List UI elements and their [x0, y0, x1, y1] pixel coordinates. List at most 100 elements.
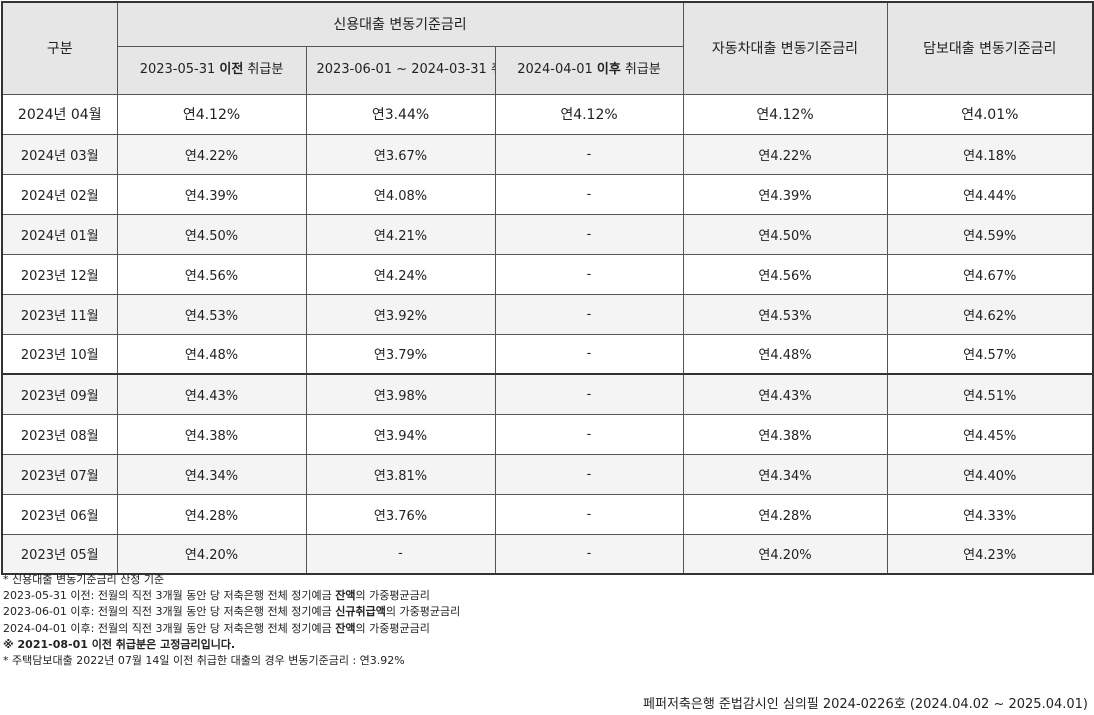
rate-cell: 연4.20% [682, 533, 888, 575]
rate-cell: 연4.18% [886, 133, 1094, 175]
notes-section: * 신용대출 변동기준금리 산정 기준 2023-05-31 이전: 전월의 직… [3, 572, 1003, 669]
current-credit-after-rate: 연4.12% [494, 93, 684, 135]
note-text: 의 가중평균금리 [355, 589, 430, 603]
rate-cell: 연4.43% [116, 373, 307, 415]
rate-cell: 연4.43% [682, 373, 888, 415]
month-cell: 2023년 10월 [1, 333, 118, 375]
note-line: 2023-05-31 이전: 전월의 직전 3개월 동안 당 저축은행 전체 정… [3, 588, 1003, 604]
rate-cell: - [494, 173, 684, 215]
month-cell: 2023년 09월 [1, 373, 118, 415]
rate-cell: 연4.28% [682, 493, 888, 535]
rate-cell: - [494, 293, 684, 335]
compliance-footer: 페퍼저축은행 준법감시인 심의필 2024-0226호 (2024.04.02 … [643, 697, 1088, 712]
rate-cell: 연4.45% [886, 413, 1094, 455]
note-line: 2023-06-01 이후: 전월의 직전 3개월 동안 당 저축은행 전체 정… [3, 604, 1003, 620]
note-line: 2024-04-01 이후: 전월의 직전 3개월 동안 당 저축은행 전체 정… [3, 621, 1003, 637]
rate-cell: 연4.22% [682, 133, 888, 175]
current-month-row: 2024년 04월 연4.12% 연3.44% 연4.12% 연4.12% 연4… [1, 93, 1094, 135]
rate-cell: 연4.48% [116, 333, 307, 375]
month-cell: 2023년 05월 [1, 533, 118, 575]
month-cell: 2024년 02월 [1, 173, 118, 215]
rate-cell: 연4.20% [116, 533, 307, 575]
rate-cell: 연4.48% [682, 333, 888, 375]
header-credit-before-suffix: 취급분 [243, 62, 284, 77]
rate-cell: - [494, 373, 684, 415]
rate-cell: 연3.81% [305, 453, 496, 495]
header-secured-loan: 담보대출 변동기준금리 [886, 1, 1094, 95]
rate-cell: 연4.50% [116, 213, 307, 255]
rate-cell: 연4.08% [305, 173, 496, 215]
month-cell: 2023년 08월 [1, 413, 118, 455]
rate-cell: 연4.67% [886, 253, 1094, 295]
current-month: 2024년 04월 [1, 93, 118, 135]
note-emphasis: 신규취급액 [335, 605, 386, 619]
note-emphasis: 잔액 [335, 621, 356, 635]
note-text: 의 가중평균금리 [385, 605, 461, 619]
rate-cell: 연4.51% [886, 373, 1094, 415]
table-row: 2024년 02월 연4.39% 연4.08% - 연4.39% 연4.44% [1, 173, 1094, 215]
header-credit-group: 신용대출 변동기준금리 [116, 1, 684, 47]
rate-cell: - [494, 333, 684, 375]
table-row: 2023년 10월 연4.48% 연3.79% - 연4.48% 연4.57% [1, 333, 1094, 375]
month-cell: 2024년 01월 [1, 213, 118, 255]
note-line: * 주택담보대출 2022년 07월 14일 이전 취급한 대출의 경우 변동기… [3, 653, 1003, 669]
note-line: * 신용대출 변동기준금리 산정 기준 [3, 572, 1003, 588]
header-credit-before-strong: 이전 [219, 62, 244, 77]
note-emphasis: ※ 2021-08-01 이전 취급분은 고정금리입니다. [3, 637, 236, 651]
rate-table: 구분 신용대출 변동기준금리 자동차대출 변동기준금리 담보대출 변동기준금리 … [1, 1, 1094, 575]
header-auto-loan: 자동차대출 변동기준금리 [682, 1, 888, 95]
table-row: 2024년 01월 연4.50% 연4.21% - 연4.50% 연4.59% [1, 213, 1094, 255]
rate-cell: 연4.22% [116, 133, 307, 175]
table-row: 2023년 07월 연4.34% 연3.81% - 연4.34% 연4.40% [1, 453, 1094, 495]
header-credit-after-suffix: 취급분 [620, 62, 661, 77]
header-credit-before-prefix: 2023-05-31 [139, 62, 220, 77]
rate-cell: - [305, 533, 496, 575]
note-line: ※ 2021-08-01 이전 취급분은 고정금리입니다. [3, 637, 1003, 653]
rate-cell: 연4.33% [886, 493, 1094, 535]
table-row: 2024년 03월 연4.22% 연3.67% - 연4.22% 연4.18% [1, 133, 1094, 175]
note-text: 의 가중평균금리 [355, 621, 430, 635]
rate-cell: 연3.94% [305, 413, 496, 455]
rate-cell: 연4.21% [305, 213, 496, 255]
note-text: 2023-06-01 이후: 전월의 직전 3개월 동안 당 저축은행 전체 정… [3, 605, 336, 619]
header-credit-before: 2023-05-31 이전 취급분 [116, 45, 307, 95]
current-credit-middle-rate: 연3.44% [305, 93, 496, 135]
table-row: 2023년 11월 연4.53% 연3.92% - 연4.53% 연4.62% [1, 293, 1094, 335]
rate-cell: 연4.38% [116, 413, 307, 455]
rate-cell: 연4.50% [682, 213, 888, 255]
rate-cell: - [494, 213, 684, 255]
rate-cell: 연3.76% [305, 493, 496, 535]
rate-cell: 연4.39% [116, 173, 307, 215]
rate-cell: 연3.92% [305, 293, 496, 335]
table-row: 2023년 12월 연4.56% 연4.24% - 연4.56% 연4.67% [1, 253, 1094, 295]
rate-cell: 연4.34% [682, 453, 888, 495]
note-text: * 주택담보대출 2022년 07월 14일 이전 취급한 대출의 경우 변동기… [3, 654, 405, 668]
rate-cell: 연4.62% [886, 293, 1094, 335]
month-cell: 2023년 11월 [1, 293, 118, 335]
note-emphasis: 잔액 [335, 589, 356, 603]
rate-cell: 연4.44% [886, 173, 1094, 215]
rate-cell: 연4.56% [116, 253, 307, 295]
rate-cell: - [494, 453, 684, 495]
rate-cell: 연4.28% [116, 493, 307, 535]
rate-cell: 연4.57% [886, 333, 1094, 375]
header-credit-after-strong: 이후 [596, 62, 621, 77]
rate-cell: 연4.53% [682, 293, 888, 335]
header-category: 구분 [1, 1, 118, 95]
table-row: 2023년 06월 연4.28% 연3.76% - 연4.28% 연4.33% [1, 493, 1094, 535]
header-credit-after: 2024-04-01 이후 취급분 [494, 45, 684, 95]
month-cell: 2023년 12월 [1, 253, 118, 295]
note-text: * 신용대출 변동기준금리 산정 기준 [3, 573, 165, 586]
table-row: 2023년 09월 연4.43% 연3.98% - 연4.43% 연4.51% [1, 373, 1094, 415]
rate-cell: - [494, 253, 684, 295]
note-text: 2023-05-31 이전: 전월의 직전 3개월 동안 당 저축은행 전체 정… [3, 589, 336, 603]
rate-cell: - [494, 493, 684, 535]
table-row: 2023년 05월 연4.20% - - 연4.20% 연4.23% [1, 533, 1094, 575]
rate-cell: - [494, 533, 684, 575]
rate-cell: 연4.59% [886, 213, 1094, 255]
rate-cell: 연3.98% [305, 373, 496, 415]
header-credit-after-prefix: 2024-04-01 [517, 62, 597, 77]
current-secured-rate: 연4.01% [886, 93, 1094, 135]
rate-cell: 연4.38% [682, 413, 888, 455]
rate-cell: 연4.39% [682, 173, 888, 215]
